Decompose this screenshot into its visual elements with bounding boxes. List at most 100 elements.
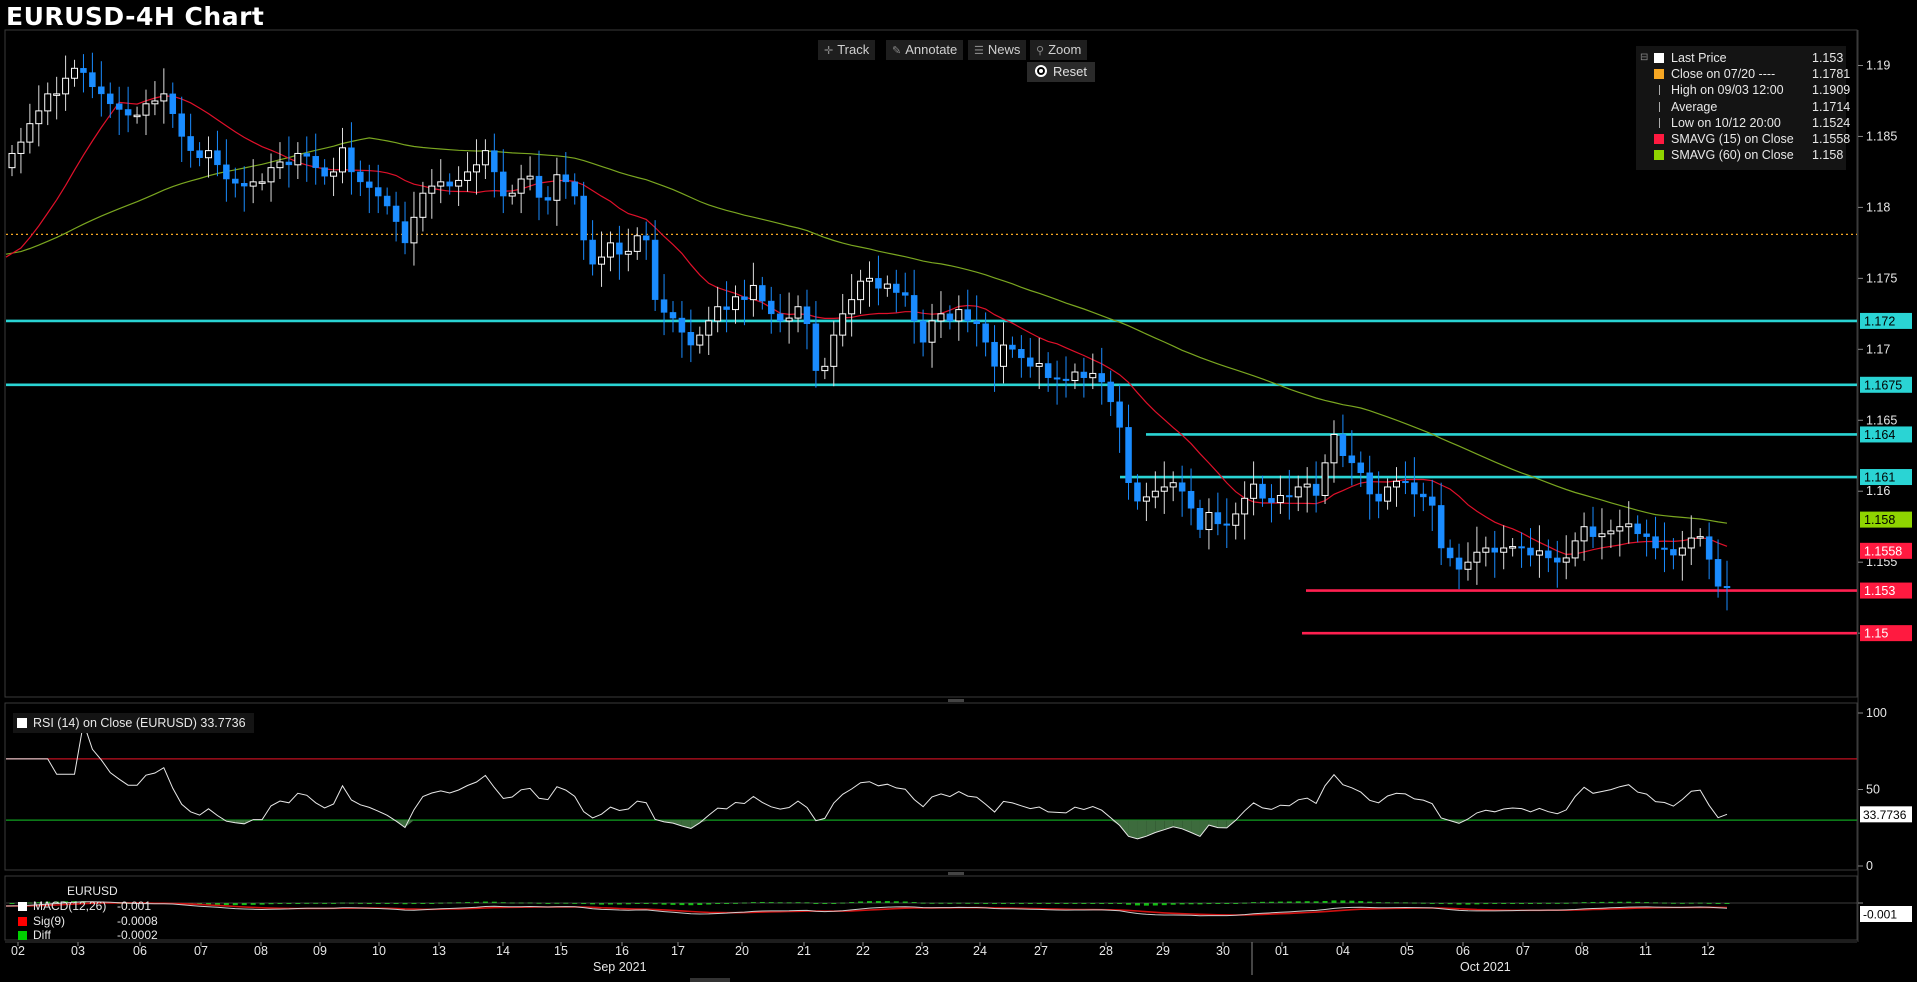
- rsi-oversold-fill: [1199, 820, 1209, 837]
- price-tag-label: 1.1675: [1864, 378, 1902, 392]
- macd-histogram-bar: [1331, 900, 1337, 903]
- annotate-label: Annotate: [905, 42, 958, 57]
- price-tag-box: [1860, 625, 1912, 642]
- macd-histogram-bar: [411, 903, 417, 905]
- macd-histogram-bar: [366, 903, 372, 904]
- macd-histogram-bar: [1090, 903, 1096, 904]
- macd-histogram-bar: [607, 903, 613, 905]
- legend-value: 1.1558: [1812, 132, 1851, 146]
- candle-body-up: [1678, 547, 1686, 556]
- legend-label: Low on 10/12 20:00: [1671, 115, 1781, 130]
- macd-histogram-bar: [795, 902, 801, 904]
- candle-body-down: [491, 150, 498, 173]
- legend-row[interactable]: Close on 07/20 ---- 1.1781: [1640, 66, 1850, 82]
- legend-swatch: [1659, 117, 1661, 128]
- candle-body-up: [1482, 547, 1490, 553]
- macd-histogram-bar: [1126, 903, 1132, 905]
- rsi-oversold-fill: [1173, 820, 1183, 829]
- rsi-tick-label: 0: [1866, 859, 1873, 873]
- macd-histogram-bar: [1376, 902, 1382, 904]
- macd-histogram-bar: [947, 902, 953, 904]
- time-tick-label: 14: [496, 944, 510, 958]
- macd-legend-swatch: [18, 902, 27, 911]
- candle-body-down: [1670, 549, 1677, 556]
- macd-histogram-bar: [304, 902, 310, 904]
- news-button[interactable]: ☰ News: [968, 40, 1027, 60]
- macd-histogram-bar: [1599, 901, 1605, 903]
- macd-histogram-bar: [1036, 903, 1042, 904]
- scroll-handle: [690, 978, 730, 982]
- macd-histogram-bar: [1635, 901, 1641, 903]
- candle-body-up: [428, 185, 436, 194]
- rsi-oversold-fill: [672, 820, 682, 826]
- macd-histogram-bar: [625, 903, 631, 905]
- candle-body-up: [44, 93, 52, 112]
- macd-histogram-bar: [599, 903, 605, 905]
- candle-body-down: [1375, 493, 1382, 502]
- macd-histogram-bar: [1304, 901, 1310, 903]
- legend-value: 1.1524: [1812, 115, 1851, 130]
- candle-body-down: [1107, 381, 1114, 403]
- legend-row[interactable]: Low on 10/12 20:00 1.1524: [1640, 115, 1850, 131]
- macd-histogram-bar: [875, 901, 881, 903]
- candle-body-down: [374, 187, 382, 197]
- macd-histogram-bar: [1054, 903, 1060, 904]
- candle-body-up: [1535, 550, 1543, 556]
- time-tick-label: 30: [1216, 944, 1230, 958]
- legend-swatch: [1654, 53, 1664, 63]
- candlesticks: [8, 52, 1731, 611]
- track-button[interactable]: ✛ Track: [818, 40, 876, 60]
- price-tick-label: 1.19: [1866, 58, 1890, 72]
- time-tick-label: 29: [1156, 944, 1170, 958]
- legend-label: High on 09/03 12:00: [1671, 83, 1784, 98]
- candle-body-up: [133, 114, 141, 118]
- macd-histogram-bar: [286, 903, 292, 904]
- candle-body-down: [1420, 493, 1427, 498]
- candle-body-up: [696, 334, 704, 346]
- candle-body-down: [401, 221, 409, 244]
- legend-row[interactable]: SMAVG (60) on Close 1.158: [1640, 147, 1844, 163]
- candle-body-up: [26, 123, 34, 143]
- legend-swatch: [1654, 69, 1664, 80]
- candle-body-down: [1705, 536, 1713, 560]
- macd-legend-swatch: [18, 916, 27, 926]
- candle-body-up: [624, 250, 632, 255]
- candle-body-down: [1455, 557, 1463, 570]
- candle-body-down: [767, 300, 775, 315]
- candle-body-up: [1035, 363, 1043, 367]
- legend-row[interactable]: ⊟ Last Price 1.153: [1640, 50, 1844, 66]
- candle-body-down: [196, 150, 203, 158]
- macd-histogram-bar: [1179, 903, 1185, 905]
- zoom-button[interactable]: ⚲ Zoom: [1030, 40, 1088, 60]
- legend-row[interactable]: High on 09/03 12:00 1.1909: [1640, 82, 1850, 98]
- moving-averages: [5, 95, 1728, 556]
- candle-body-up: [258, 181, 266, 184]
- macd-histogram-bar: [1340, 900, 1346, 903]
- candle-body-up: [151, 100, 159, 105]
- macd-histogram-bar: [1134, 903, 1140, 906]
- time-tick-label: 03: [71, 944, 85, 958]
- macd-histogram-bar: [375, 903, 381, 904]
- macd-histogram-bar: [1045, 903, 1051, 904]
- macd-histogram-bar: [384, 903, 390, 904]
- legend-row[interactable]: Average 1.1714: [1640, 99, 1850, 115]
- candle-body-up: [35, 110, 43, 125]
- candle-body-down: [616, 242, 623, 255]
- collapse-icon[interactable]: ⊟: [1640, 52, 1649, 63]
- reset-button[interactable]: Reset: [1027, 62, 1095, 82]
- macd-histogram-bar: [1465, 903, 1471, 905]
- candle-body-up: [848, 299, 856, 315]
- candle-body-up: [749, 284, 757, 301]
- candle-body-up: [1151, 490, 1159, 498]
- candle-body-down: [571, 181, 578, 197]
- month-label: Sep 2021: [593, 960, 647, 974]
- rsi-oversold-fill: [217, 820, 227, 822]
- candle-body-down: [107, 93, 114, 105]
- macd-histogram-bar: [849, 902, 855, 904]
- price-tick-label: 1.16: [1866, 484, 1890, 498]
- candle-body-down: [803, 306, 811, 325]
- candle-body-down: [1411, 482, 1418, 495]
- time-tick-label: 15: [554, 944, 568, 958]
- legend-row[interactable]: SMAVG (15) on Close 1.1558: [1640, 131, 1850, 147]
- annotate-button[interactable]: ✎ Annotate: [886, 40, 964, 60]
